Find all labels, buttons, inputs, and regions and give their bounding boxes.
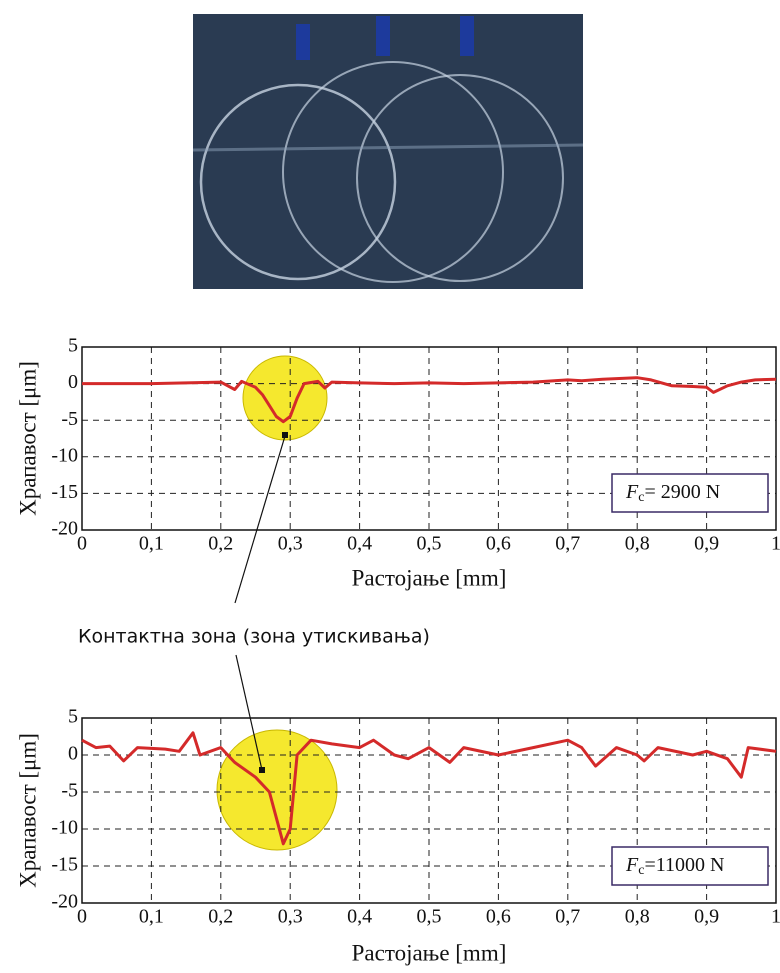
y-tick-label: -20	[51, 891, 78, 913]
x-axis-label: Растојање [mm]	[352, 940, 507, 965]
callout-line	[235, 654, 263, 771]
annotation-subscript: c	[638, 863, 644, 878]
data-line	[81, 731, 777, 846]
y-axis-label: Храпавост [μm]	[15, 733, 40, 888]
y-tick-label: 5	[68, 335, 78, 357]
x-axis-label: Растојање [mm]	[352, 565, 507, 590]
y-tick-label: -5	[61, 780, 78, 802]
y-tick-label: -20	[51, 518, 78, 540]
x-tick-label: 1	[771, 533, 780, 555]
x-tick-label: 0,7	[555, 906, 580, 928]
x-tick-label: 0,8	[625, 533, 650, 555]
callout-text: Контактна зона (зона утискивања)	[78, 626, 430, 648]
annotation-text: = 2900 N	[644, 481, 720, 503]
y-tick-label: -15	[51, 481, 78, 503]
x-tick-label: 0,6	[486, 533, 511, 555]
x-tick-label: 0,4	[347, 533, 372, 555]
x-tick-label: 0	[77, 533, 87, 555]
x-tick-label: 0,3	[278, 906, 303, 928]
annotation-subscript: c	[638, 490, 644, 505]
annotation-variable: F	[625, 854, 639, 876]
callout-line	[234, 435, 286, 604]
x-tick-label: 0,8	[625, 906, 650, 928]
x-tick-label: 0,2	[208, 533, 233, 555]
y-tick-label: 5	[68, 706, 78, 728]
photo	[192, 14, 584, 289]
x-tick-label: 0,4	[347, 906, 372, 928]
x-tick-label: 0,5	[417, 533, 442, 555]
annotation-text: =11000 N	[644, 854, 724, 876]
x-tick-label: 0,9	[694, 533, 719, 555]
contact-zone	[242, 355, 328, 441]
data-line	[82, 376, 777, 424]
plot-frame	[81, 717, 777, 904]
x-tick-label: 0	[77, 906, 87, 928]
y-tick-label: 0	[68, 371, 78, 393]
y-tick-label: -5	[61, 408, 78, 430]
y-tick-label: 0	[68, 743, 78, 765]
y-tick-label: -15	[51, 854, 78, 876]
plot-frame	[81, 346, 777, 531]
annotation: Fc=11000 N	[625, 854, 724, 879]
x-tick-label: 1	[771, 906, 780, 928]
x-tick-label: 0,9	[694, 906, 719, 928]
x-tick-label: 0,3	[278, 533, 303, 555]
charts: -20 -15 -10 -5 0 5 0 0,1 0,2 0,3 0,4 0,5 0,6 0,7 0,8 0,…	[15, 335, 780, 966]
callout-dot	[259, 767, 265, 773]
annotation-box	[611, 846, 769, 886]
contact-zone	[216, 729, 338, 851]
callout-dot	[282, 432, 288, 438]
annotation-box	[611, 473, 769, 513]
x-tick-label: 0,1	[139, 906, 164, 928]
annotation: Fc= 2900 N	[625, 481, 720, 506]
x-tick-label: 0,7	[555, 533, 580, 555]
annotation-variable: F	[625, 481, 639, 503]
x-tick-label: 0,6	[486, 906, 511, 928]
x-tick-label: 0,2	[208, 906, 233, 928]
y-tick-label: -10	[51, 444, 78, 466]
x-tick-label: 0,1	[139, 533, 164, 555]
y-axis-label: Храпавост [μm]	[15, 361, 40, 516]
y-tick-label: -10	[51, 817, 78, 839]
x-tick-label: 0,5	[417, 906, 442, 928]
